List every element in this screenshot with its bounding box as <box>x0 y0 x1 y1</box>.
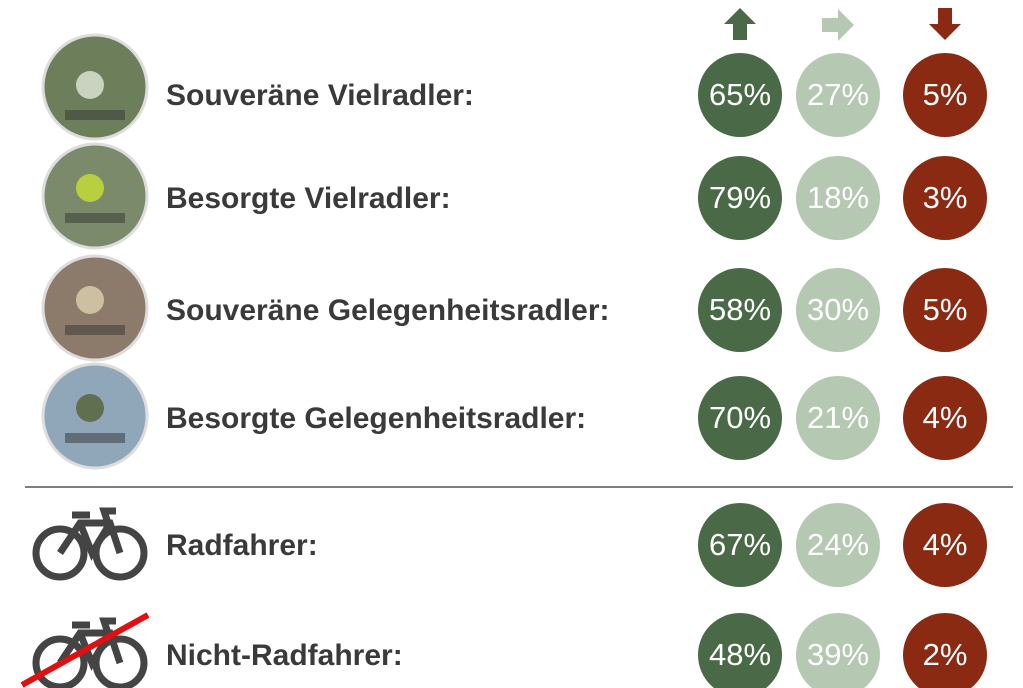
share-bubble: 65% <box>698 53 782 137</box>
bubble <box>698 613 782 688</box>
photo-detail <box>65 213 125 223</box>
share-value: 4% <box>923 527 968 562</box>
frame <box>57 617 124 671</box>
share-bubble: 2% <box>903 613 987 688</box>
share-value: 5% <box>923 292 968 327</box>
photo-detail <box>76 174 104 202</box>
wheel <box>32 525 88 581</box>
bubble <box>698 503 782 587</box>
share-value: 30% <box>807 292 869 327</box>
bubble <box>903 376 987 460</box>
bubble <box>903 53 987 137</box>
row-label: Besorgte Vielradler: <box>166 182 451 215</box>
share-value: 70% <box>709 400 771 435</box>
share-value: 48% <box>709 637 771 672</box>
wheel <box>32 635 88 688</box>
share-bubble: 48% <box>698 613 782 688</box>
share-value: 67% <box>709 527 771 562</box>
share-value: 39% <box>807 637 869 672</box>
row-label: Souveräne Vielradler: <box>166 79 474 112</box>
bike-icon <box>32 507 148 581</box>
photo-detail <box>65 433 125 443</box>
share-bubble: 3% <box>903 156 987 240</box>
share-bubble: 24% <box>796 503 880 587</box>
share-bubble: 4% <box>903 376 987 460</box>
row-label: Nicht-Radfahrer: <box>166 639 403 672</box>
row-label: Souveräne Gelegenheitsradler: <box>166 294 610 327</box>
share-bubble: 67% <box>698 503 782 587</box>
share-bubble: 21% <box>796 376 880 460</box>
share-bubble: 5% <box>903 53 987 137</box>
share-bubble: 39% <box>796 613 880 688</box>
bubble <box>698 53 782 137</box>
strike-line <box>20 612 150 688</box>
share-bubble: 30% <box>796 268 880 352</box>
arrow-down <box>929 8 961 40</box>
share-value: 3% <box>923 180 968 215</box>
photo-detail <box>76 286 104 314</box>
bubble <box>698 376 782 460</box>
bubble <box>903 503 987 587</box>
share-value: 18% <box>807 180 869 215</box>
share-bubble: 27% <box>796 53 880 137</box>
photo-detail <box>76 71 104 99</box>
bike-icon <box>32 617 148 688</box>
bubble <box>796 376 880 460</box>
bubble <box>698 268 782 352</box>
row-label: Besorgte Gelegenheitsradler: <box>166 402 586 435</box>
share-value: 65% <box>709 77 771 112</box>
share-value: 5% <box>923 77 968 112</box>
frame <box>57 507 124 561</box>
photo-detail <box>65 110 125 120</box>
bubble <box>796 268 880 352</box>
share-bubble: 5% <box>903 268 987 352</box>
photo-detail <box>65 325 125 335</box>
share-value: 24% <box>807 527 869 562</box>
bubble <box>903 268 987 352</box>
share-value: 27% <box>807 77 869 112</box>
share-bubble: 58% <box>698 268 782 352</box>
share-value: 21% <box>807 400 869 435</box>
share-value: 2% <box>923 637 968 672</box>
bubble <box>796 503 880 587</box>
share-value: 58% <box>709 292 771 327</box>
row-label: Radfahrer: <box>166 529 318 562</box>
arrow-right <box>822 9 854 41</box>
share-value: 4% <box>923 400 968 435</box>
photo-detail <box>76 394 104 422</box>
share-bubble: 4% <box>903 503 987 587</box>
share-value: 79% <box>709 180 771 215</box>
bubble <box>796 53 880 137</box>
share-bubble: 18% <box>796 156 880 240</box>
share-bubble: 79% <box>698 156 782 240</box>
trend-arrows <box>724 8 961 41</box>
bubble <box>796 156 880 240</box>
bubble <box>796 613 880 688</box>
arrow-up <box>724 8 756 40</box>
bubble <box>903 613 987 688</box>
bubble <box>903 156 987 240</box>
share-bubble: 70% <box>698 376 782 460</box>
bubble <box>698 156 782 240</box>
